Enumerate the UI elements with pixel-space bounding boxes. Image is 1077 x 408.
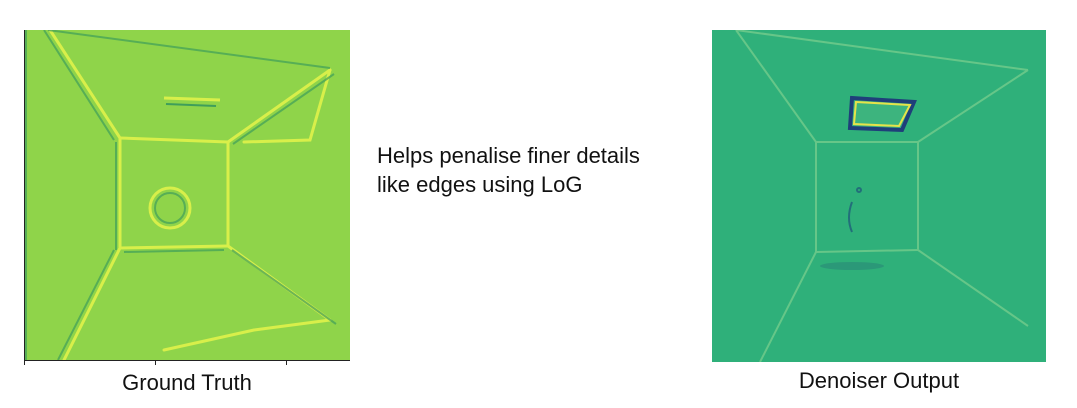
ground-truth-filtered-map — [24, 30, 350, 360]
x-tick — [155, 360, 156, 365]
x-tick — [24, 360, 25, 365]
ground-truth-left-axis — [24, 30, 25, 360]
x-tick — [286, 360, 287, 365]
note-line-2: like edges using LoG — [377, 172, 583, 197]
ground-truth-image — [24, 30, 350, 360]
note-text: Helps penalise finer details like edges … — [377, 141, 697, 199]
denoiser-output-image — [712, 30, 1046, 362]
ground-truth-caption: Ground Truth — [122, 370, 252, 395]
denoiser-output-caption: Denoiser Output — [798, 368, 960, 393]
note-line-1: Helps penalise finer details — [377, 143, 640, 168]
denoiser-filtered-map — [712, 30, 1046, 362]
ground-truth-axis — [24, 360, 350, 361]
